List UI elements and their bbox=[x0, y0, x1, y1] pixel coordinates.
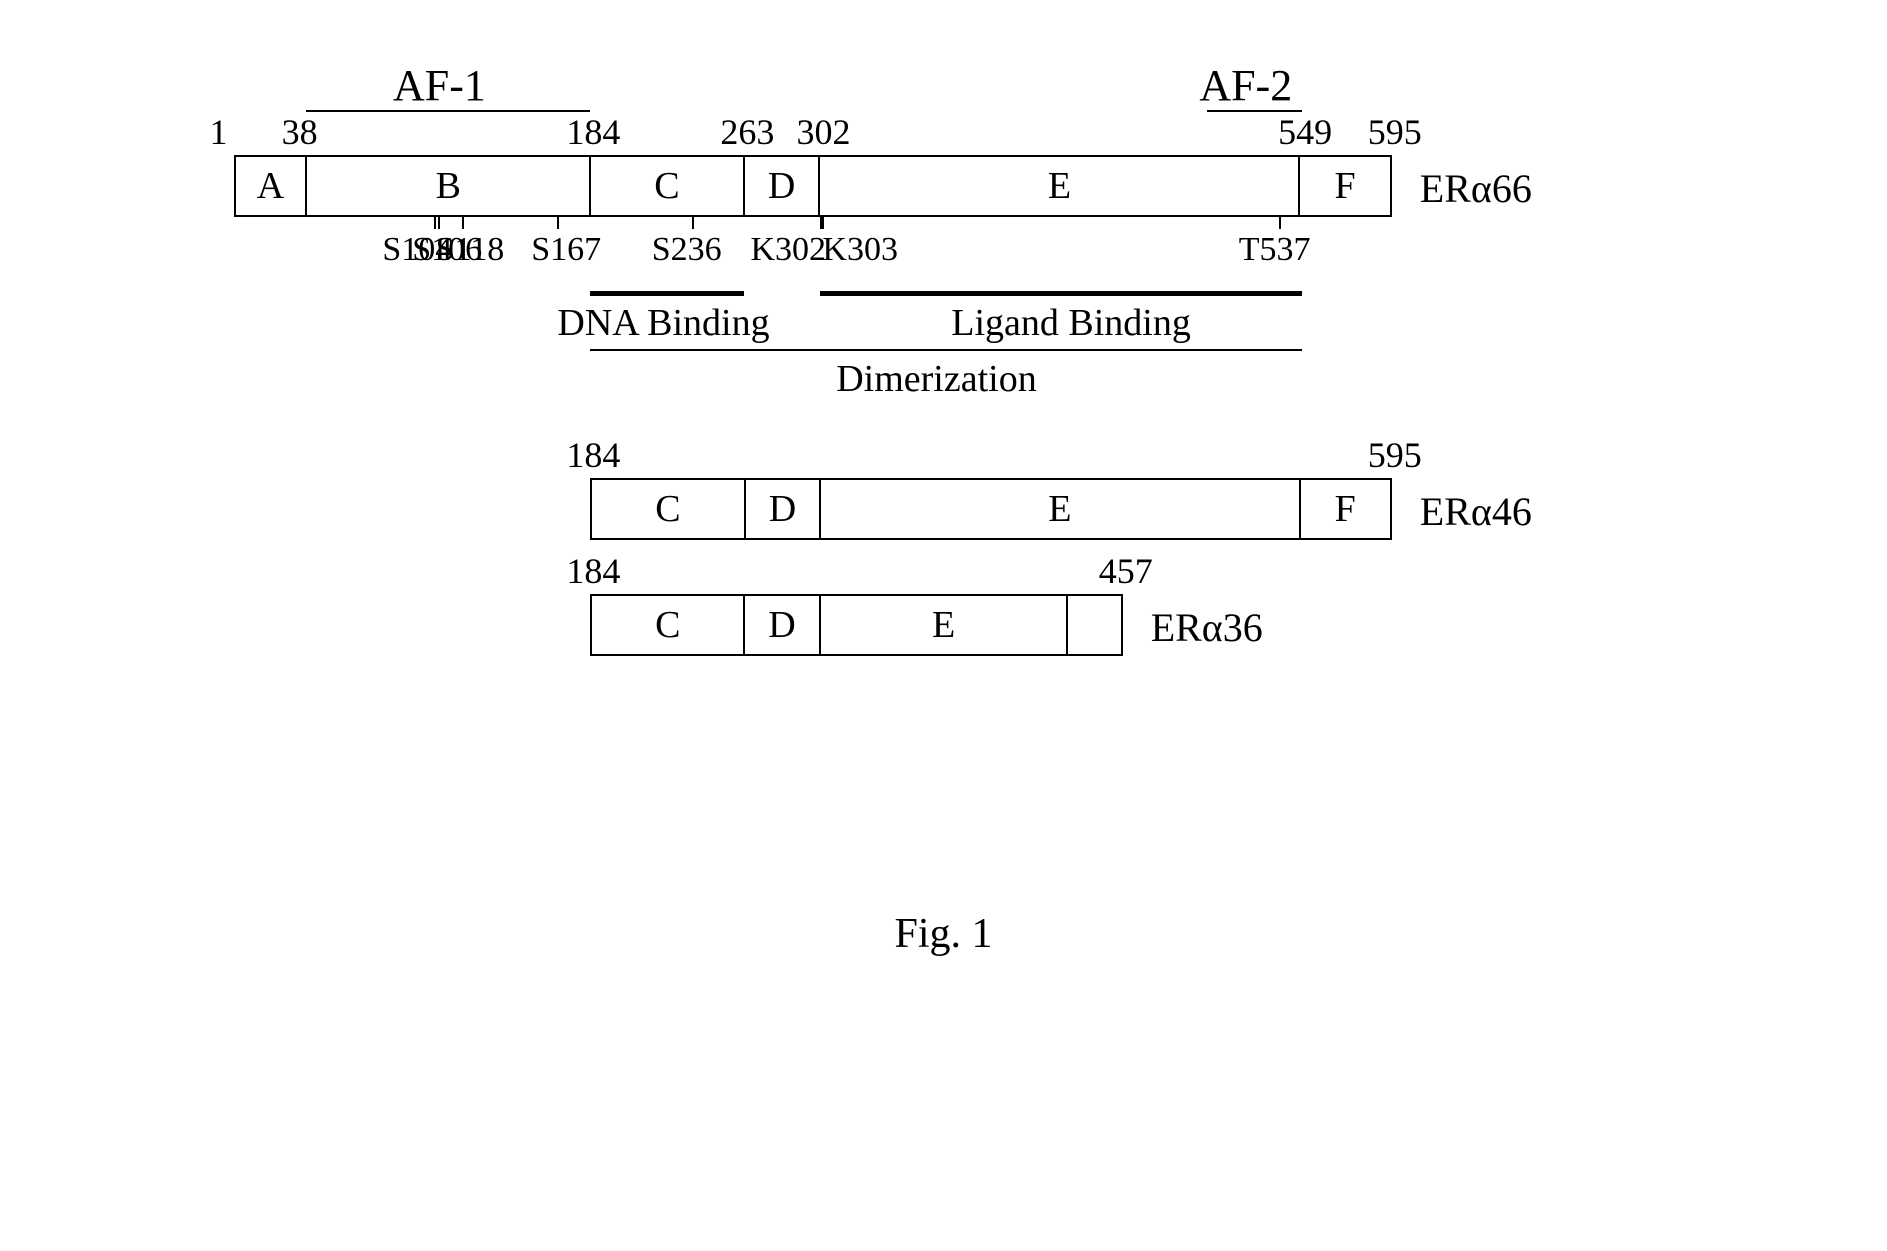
domain-C: C bbox=[592, 596, 745, 654]
domain-ext bbox=[1068, 596, 1120, 654]
domain-D: D bbox=[746, 480, 822, 538]
site-tick bbox=[692, 217, 694, 229]
boundary-label: 457 bbox=[1099, 550, 1153, 592]
site-tick bbox=[462, 217, 464, 229]
domain-D: D bbox=[745, 596, 820, 654]
site-tick bbox=[434, 217, 436, 229]
boundary-label: 184 bbox=[566, 111, 620, 153]
site-tick bbox=[1279, 217, 1281, 229]
dimerization-label: Dimerization bbox=[836, 357, 1036, 401]
site-tick bbox=[822, 217, 824, 229]
af2-label: AF-2 bbox=[1199, 60, 1292, 111]
site-label: T537 bbox=[1239, 231, 1311, 269]
site-label: S167 bbox=[531, 231, 601, 269]
boundary-label: 184 bbox=[566, 550, 620, 592]
domain-F: F bbox=[1300, 157, 1389, 215]
site-label: S236 bbox=[652, 231, 722, 269]
era66-bar: ABCDEF bbox=[234, 155, 1392, 217]
domain-C: C bbox=[591, 157, 745, 215]
domain-D: D bbox=[745, 157, 821, 215]
af1-underline bbox=[306, 110, 591, 112]
domain-E: E bbox=[820, 157, 1300, 215]
boundary-label: 549 bbox=[1278, 111, 1332, 153]
region-bar bbox=[590, 291, 744, 296]
site-label: K302 bbox=[750, 231, 826, 269]
region-bar bbox=[820, 291, 1302, 296]
boundary-label: 184 bbox=[566, 434, 620, 476]
domain-F: F bbox=[1301, 480, 1390, 538]
domain-A: A bbox=[236, 157, 308, 215]
era36-bar: CDE bbox=[590, 594, 1122, 656]
site-tick bbox=[557, 217, 559, 229]
boundary-label: 263 bbox=[720, 111, 774, 153]
boundary-label: 595 bbox=[1368, 111, 1422, 153]
domain-C: C bbox=[592, 480, 745, 538]
af1-label: AF-1 bbox=[393, 60, 486, 111]
figure-caption: Fig. 1 bbox=[894, 910, 992, 958]
era46-bar: CDEF bbox=[590, 478, 1391, 540]
site-tick bbox=[438, 217, 440, 229]
boundary-label: 38 bbox=[282, 111, 318, 153]
site-label: K303 bbox=[822, 231, 898, 269]
domain-E: E bbox=[821, 480, 1300, 538]
region-label: DNA Binding bbox=[557, 301, 769, 345]
era66-name: ERα66 bbox=[1420, 165, 1532, 212]
era46-name: ERα46 bbox=[1420, 488, 1532, 535]
site-label: S118 bbox=[436, 231, 505, 269]
boundary-label: 595 bbox=[1368, 434, 1422, 476]
domain-E: E bbox=[821, 596, 1069, 654]
boundary-label: 1 bbox=[210, 111, 228, 153]
region-label: Ligand Binding bbox=[951, 301, 1191, 345]
domain-B: B bbox=[307, 157, 591, 215]
dimerization-line bbox=[590, 349, 1302, 351]
boundary-label: 302 bbox=[796, 111, 850, 153]
era36-name: ERα36 bbox=[1151, 604, 1263, 651]
